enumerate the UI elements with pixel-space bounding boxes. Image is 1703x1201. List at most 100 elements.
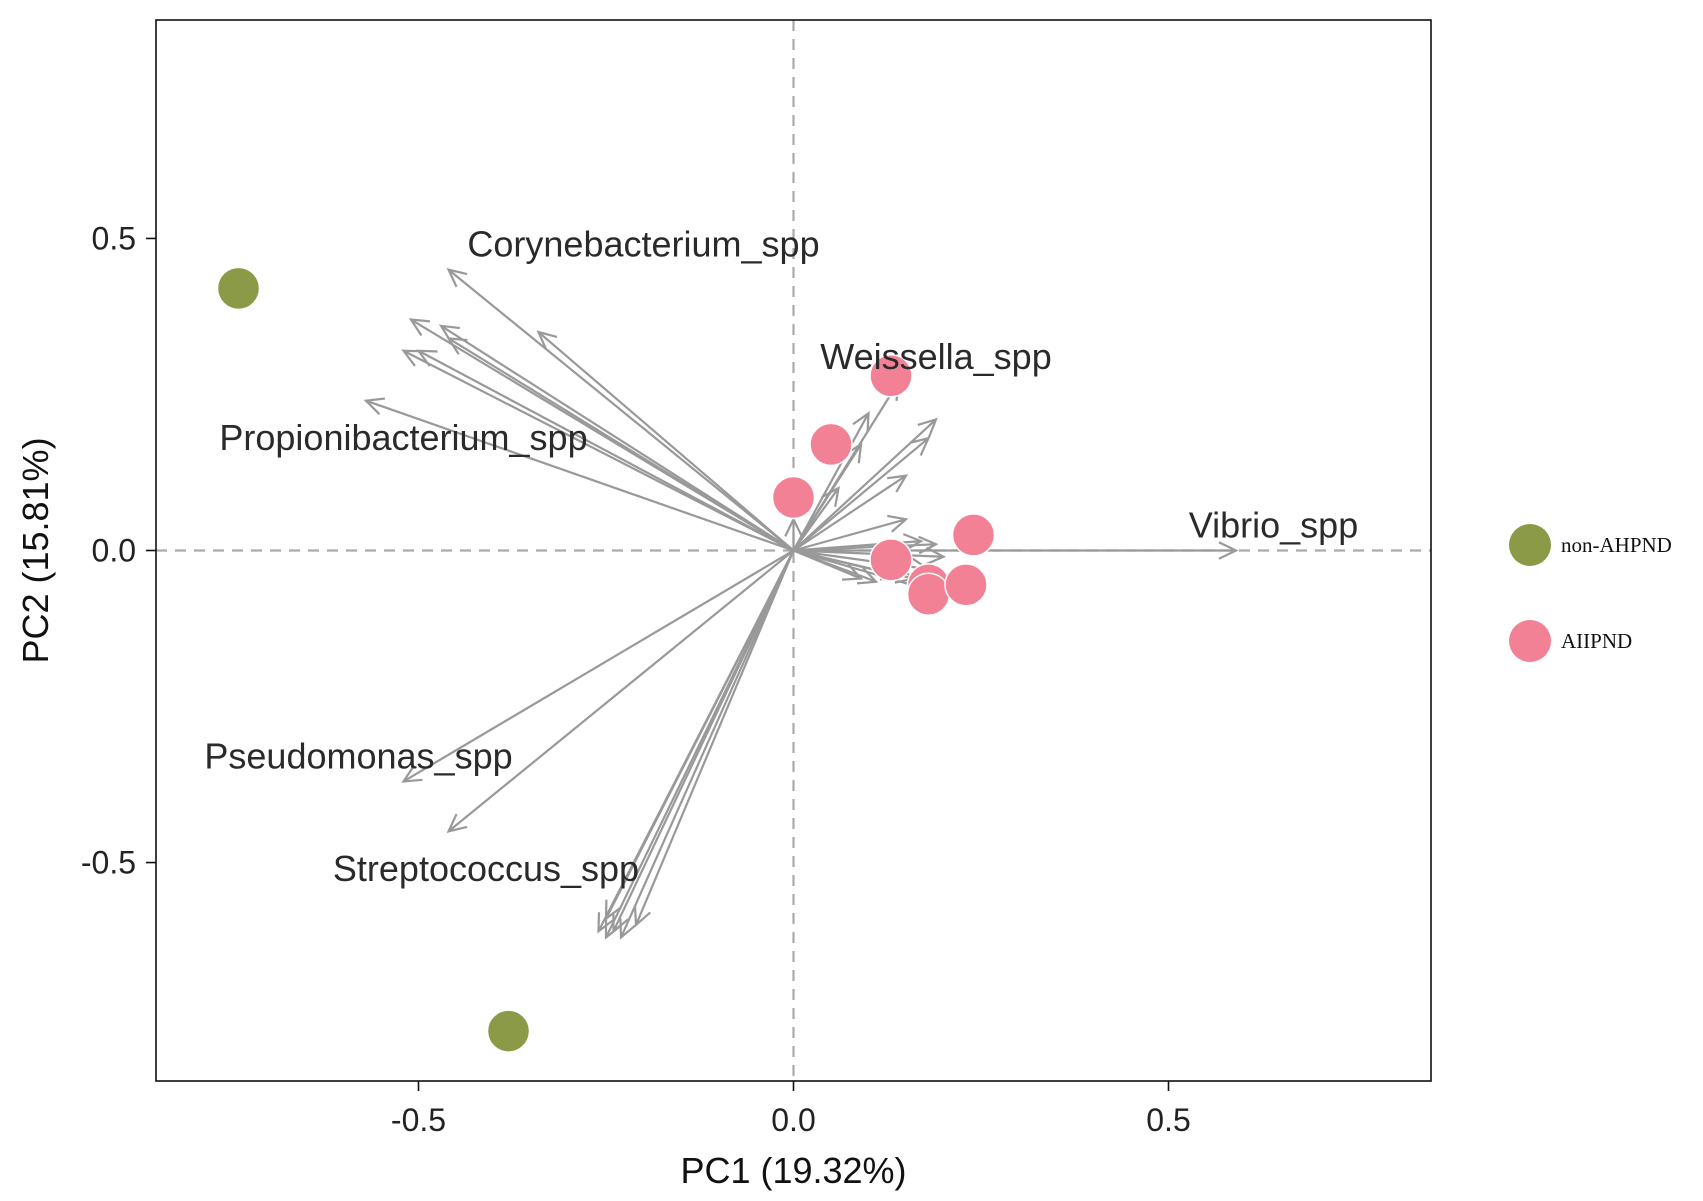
legend-item: AIIPND	[1509, 620, 1632, 662]
loading-arrow-head	[784, 516, 803, 537]
loading-arrow	[446, 549, 795, 833]
loading-arrow	[619, 550, 795, 940]
loading-arrow-head	[536, 330, 558, 350]
loading-arrow-head	[597, 912, 615, 934]
loading-arrow-head	[438, 324, 460, 343]
x-tick-label: 0.0	[771, 1102, 815, 1138]
sample-point-non-ahpnd	[486, 1009, 531, 1053]
loading-arrow	[446, 336, 795, 552]
variable-label: Corynebacterium_spp	[467, 224, 819, 265]
loading-arrow-shaft	[793, 549, 862, 580]
legend-label: AIIPND	[1561, 629, 1632, 653]
variable-labels: Corynebacterium_spp Weissella_spp Propioni…	[204, 224, 1358, 889]
loading-arrow-head	[363, 397, 386, 415]
loading-arrow-shaft	[365, 399, 794, 552]
loading-arrow-shaft	[447, 549, 795, 833]
loading-arrow-head	[401, 764, 423, 783]
loading-arrow	[792, 436, 931, 552]
loading-arrow-head	[619, 918, 637, 940]
legend: non-AHPND AIIPND	[1509, 524, 1672, 662]
loading-arrow-head	[408, 318, 431, 337]
loading-arrow	[793, 514, 909, 552]
loading-arrow-shaft	[792, 443, 862, 552]
loading-arrow-head	[401, 349, 423, 367]
y-axis-title: PC2 (15.81%)	[15, 437, 56, 663]
loading-arrow	[446, 268, 795, 552]
variable-label: Propionibacterium_spp	[219, 417, 587, 458]
loading-arrow-head	[612, 912, 629, 934]
loading-arrow-shaft	[402, 549, 795, 783]
x-axis-title: PC1 (19.32%)	[680, 1150, 906, 1191]
loading-arrow-head	[917, 417, 938, 438]
loading-arrow-shaft	[447, 268, 795, 552]
y-tick-label: -0.5	[81, 845, 136, 881]
loading-arrow-head	[633, 905, 651, 928]
loading-arrow-head	[821, 486, 840, 507]
loading-arrow	[416, 349, 795, 552]
y-tick-label: 0.0	[92, 533, 136, 569]
loading-arrow	[793, 549, 864, 581]
loading-arrow-shaft	[792, 437, 930, 552]
loading-arrow	[793, 541, 1239, 560]
loading-arrow-head	[1218, 541, 1239, 560]
variable-label: Weissella_spp	[820, 336, 1051, 377]
legend-item: non-AHPND	[1509, 524, 1672, 566]
sample-point-aiipnd	[869, 538, 913, 582]
loading-arrow-head	[416, 349, 438, 367]
loading-arrow-head	[925, 546, 947, 566]
loading-arrow-shaft	[402, 349, 795, 552]
sample-point-aiipnd	[869, 353, 913, 398]
loading-arrow-shaft	[792, 474, 907, 552]
sample-points	[216, 266, 996, 1053]
loading-arrow-head	[902, 533, 924, 552]
axes: -0.5 0.0 0.5 0.5 0.0 -0.5	[81, 220, 1191, 1138]
loading-arrow-head	[446, 268, 468, 288]
loading-arrow-shaft	[792, 487, 840, 552]
loading-arrow-head	[604, 899, 622, 921]
loading-arrow	[792, 486, 840, 552]
loading-arrow-shaft	[793, 549, 944, 558]
loading-arrow	[604, 550, 795, 921]
loading-arrow-shaft	[619, 550, 795, 938]
loading-arrow	[401, 549, 795, 783]
x-tick-label: -0.5	[391, 1102, 446, 1138]
loading-arrow-head	[852, 410, 870, 433]
loading-arrow-head	[887, 474, 909, 493]
loading-arrow	[363, 397, 794, 552]
sample-point-aiipnd	[951, 513, 996, 557]
loading-arrow-shaft	[793, 518, 907, 552]
loading-arrow	[438, 324, 795, 552]
sample-point-aiipnd	[906, 572, 951, 616]
sample-point-aiipnd	[809, 422, 853, 467]
loading-arrow-head	[909, 436, 931, 456]
legend-label: non-AHPND	[1561, 533, 1672, 557]
variable-label: Pseudomonas_spp	[204, 735, 512, 776]
loading-arrow-shaft	[612, 550, 795, 932]
variable-label: Streptococcus_spp	[333, 848, 639, 889]
loading-arrow	[536, 330, 795, 552]
loading-arrow-shaft	[605, 550, 795, 920]
sample-point-non-ahpnd	[216, 266, 261, 311]
loading-arrow-shaft	[634, 550, 795, 926]
loading-arrow	[612, 550, 795, 934]
loading-arrow-head	[887, 514, 909, 533]
loading-arrow-shaft	[440, 324, 795, 552]
legend-swatch	[1509, 524, 1551, 566]
x-tick-label: 0.5	[1146, 1102, 1190, 1138]
loading-arrow	[633, 550, 795, 928]
loading-arrow-shaft	[417, 349, 795, 552]
loading-arrow	[784, 516, 803, 551]
loading-arrow-head	[446, 813, 468, 833]
loading-arrow	[793, 546, 947, 566]
loading-arrow-shaft	[537, 331, 795, 552]
loading-arrow	[401, 349, 795, 552]
loading-arrow-head	[841, 563, 864, 581]
loading-arrow-shaft	[447, 337, 795, 552]
legend-swatch	[1509, 620, 1551, 662]
sample-point-aiipnd	[771, 475, 816, 520]
loading-arrow-head	[918, 535, 939, 555]
variable-label: Vibrio_spp	[1189, 505, 1358, 546]
loading-arrow	[792, 410, 870, 552]
